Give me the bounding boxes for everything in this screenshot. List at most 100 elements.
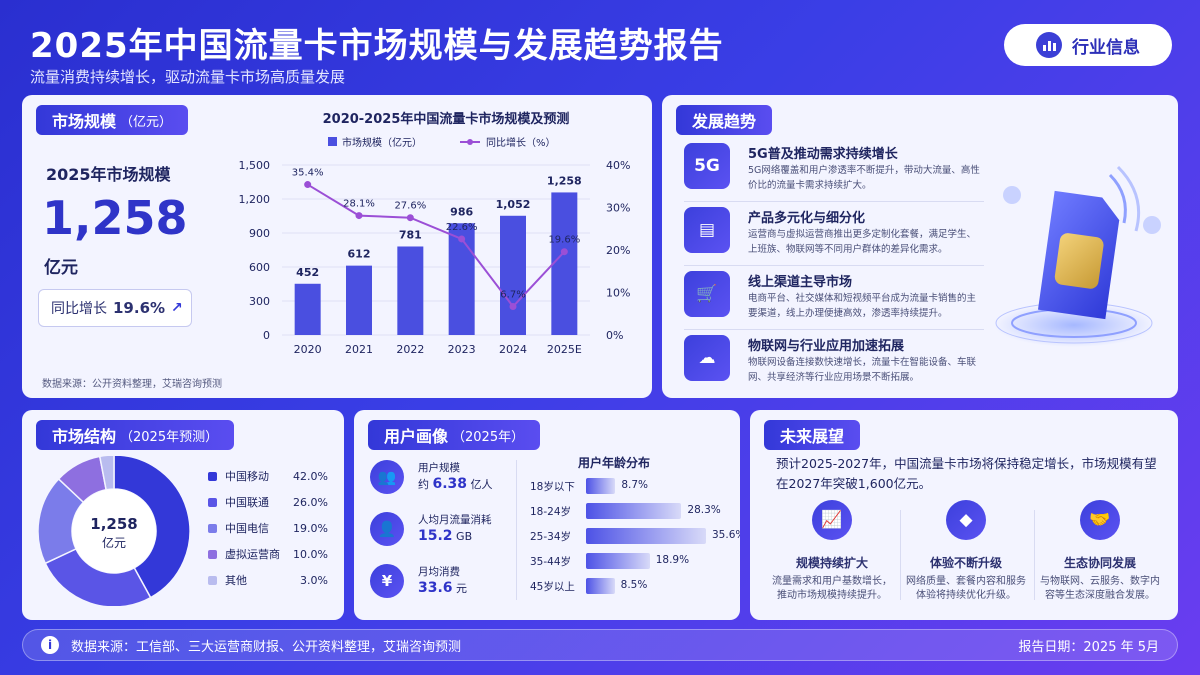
y-left-tick: 600	[249, 261, 270, 274]
trend-desc: 电商平台、社交媒体和短视频平台成为流量卡销售的主要渠道，线上办理便捷高效，渗透率…	[748, 293, 977, 319]
growth-label: 6.7%	[500, 290, 525, 301]
age-label: 18-24岁	[530, 506, 572, 518]
legend-bar-swatch	[328, 137, 337, 146]
y-left-tick: 0	[263, 329, 270, 342]
market-size-card: 市场规模 （亿元） 2025年市场规模 1,258 亿元 同比增长 19.6% ↗…	[22, 95, 652, 398]
trend-divider	[684, 201, 984, 202]
legend-label: 中国电信	[225, 522, 269, 535]
x-tick: 2022	[396, 343, 424, 356]
legend-item: 中国电信 19.0%	[208, 520, 328, 536]
cart-icon: 🛒	[684, 271, 730, 317]
user-stat: ¥ 月均消费 33.6 元	[370, 564, 520, 608]
user-stat-number: 33.6	[418, 580, 453, 596]
x-tick: 2021	[345, 343, 373, 356]
bar-2021	[346, 265, 372, 335]
age-bar-4	[586, 578, 615, 594]
market-size-tag: 市场规模 （亿元）	[36, 105, 189, 135]
legend-value: 3.0%	[300, 573, 328, 587]
market-structure-tag: 市场结构 （2025年预测）	[36, 420, 235, 450]
legend-item: 中国移动 42.0%	[208, 468, 328, 484]
bar-value-label: 781	[399, 228, 422, 241]
market-structure-card: 市场结构 （2025年预测） 1,258 亿元 中国移动 42.0% 中国联通 26.0%…	[22, 410, 344, 620]
bar-2025E	[551, 192, 578, 335]
x-tick: 2024	[499, 343, 527, 356]
y-right-tick: 10%	[606, 287, 630, 300]
outlook-divider	[900, 510, 901, 600]
growth-label: 22.6%	[446, 222, 478, 233]
info-icon: i	[41, 636, 59, 654]
market-size-value: 1,258	[42, 191, 188, 245]
y-left-tick: 1,500	[239, 159, 271, 172]
growth-label: 27.6%	[394, 201, 426, 212]
user-stat-number: 6.38	[432, 476, 468, 492]
outlook-item: 🤝 生态协同发展 与物联网、云服务、数字内容等生态深度融合发展。	[1040, 500, 1160, 603]
outlook-card: 未来展望 预计2025-2027年，中国流量卡市场将保持稳定增长，市场规模有望在…	[750, 410, 1178, 620]
age-label: 18岁以下	[530, 481, 575, 493]
growth-label: 35.4%	[292, 168, 324, 179]
bar-2020	[294, 283, 321, 335]
trend-item: 🛒 线上渠道主导市场 电商平台、社交媒体和短视频平台成为流量卡销售的主要渠道，线上办…	[684, 271, 984, 329]
outlook-divider	[1034, 510, 1035, 600]
age-row: 18岁以下 8.7%	[530, 478, 730, 494]
age-distribution-title: 用户年龄分布	[578, 456, 651, 470]
legend-swatch	[208, 575, 217, 585]
donut-center-value: 1,258	[90, 515, 137, 533]
user-icon: 👤	[370, 512, 404, 546]
growth-point	[560, 248, 568, 256]
trend-desc: 5G网络覆盖和用户渗透率不断提升，带动大流量、高性价比的流量卡需求持续扩大。	[748, 165, 980, 191]
trend-desc: 物联网设备连接数快速增长，流量卡在智能设备、车联网、共享经济等行业应用场景不断拓…	[748, 357, 977, 383]
user-stat-unit: 元	[456, 582, 468, 595]
market-share-donut: 1,258 亿元	[37, 456, 191, 606]
bar-2022	[397, 246, 424, 335]
yoy-label: 同比增长	[51, 301, 107, 317]
trend-item: ☁ 物联网与行业应用加速拓展 物联网设备连接数快速增长，流量卡在智能设备、车联网、共…	[684, 335, 984, 393]
legend-label: 中国联通	[225, 496, 269, 509]
y-right-tick: 20%	[606, 244, 630, 257]
legend-swatch	[208, 523, 217, 533]
legend-value: 42.0%	[293, 469, 328, 483]
y-left-tick: 900	[249, 227, 270, 240]
user-stat-value: 15.2 GB	[418, 528, 472, 544]
trend-title: 5G普及推动需求持续增长	[748, 147, 898, 162]
legend-value: 10.0%	[293, 547, 328, 561]
user-profile-card: 用户画像 （2025年） 👥 用户规模约 6.38 亿人 👤 人均月流量消耗 15.2 G…	[354, 410, 740, 620]
x-tick: 2023	[448, 343, 476, 356]
age-value: 8.7%	[621, 479, 648, 491]
yoy-value: 19.6%	[113, 299, 166, 317]
legend-item: 虚拟运营商 10.0%	[208, 546, 328, 562]
growth-point	[509, 303, 517, 311]
growth-point	[355, 212, 363, 220]
legend-value: 19.0%	[293, 521, 328, 535]
outlook-text: 预计2025-2027年，中国流量卡市场将保持稳定增长，市场规模有望在2027年…	[776, 456, 1157, 491]
market-size-label: 2025年市场规模	[46, 165, 171, 184]
growth-point	[304, 181, 312, 189]
trend-up-arrow-icon: ↗	[171, 300, 183, 316]
legend-label: 虚拟运营商	[225, 548, 280, 561]
legend-line-marker	[467, 139, 473, 145]
footer-source: 数据来源：工信部、三大运营商财报、公开资料整理，艾瑞咨询预测	[71, 639, 462, 655]
trend-item: 5G 5G普及推动需求持续增长 5G网络覆盖和用户渗透率不断提升，带动大流量、高性价…	[684, 143, 984, 201]
age-label: 35-44岁	[530, 556, 572, 568]
y-left-tick: 300	[249, 295, 270, 308]
bar-value-label: 1,258	[547, 174, 582, 187]
age-value: 35.6%	[712, 529, 740, 541]
legend-value: 26.0%	[293, 495, 328, 509]
industry-info-label: 行业信息	[1072, 37, 1140, 58]
industry-info-button[interactable]: 行业信息	[1004, 24, 1172, 66]
sim-card-illustration-icon	[994, 165, 1161, 347]
cloud-iot-icon: ☁	[684, 335, 730, 381]
age-value: 8.5%	[620, 579, 648, 591]
user-stat-label: 人均月流量消耗	[418, 514, 492, 526]
legend-swatch	[208, 549, 217, 559]
user-stat-label: 月均消费	[418, 566, 460, 578]
donut-center-unit: 亿元	[102, 535, 126, 550]
page-subtitle: 流量消费持续增长，驱动流量卡市场高质量发展	[30, 68, 346, 86]
age-label: 45岁以上	[530, 581, 575, 593]
y-right-tick: 0%	[606, 329, 623, 342]
bar-value-label: 1,052	[496, 198, 531, 211]
legend-item: 中国联通 26.0%	[208, 494, 328, 510]
age-value: 18.9%	[655, 554, 690, 566]
page-title: 2025年中国流量卡市场规模与发展趋势报告	[30, 26, 724, 66]
outlook-item-title: 规模持续扩大	[795, 556, 868, 570]
age-row: 35-44岁 18.9%	[530, 553, 730, 569]
